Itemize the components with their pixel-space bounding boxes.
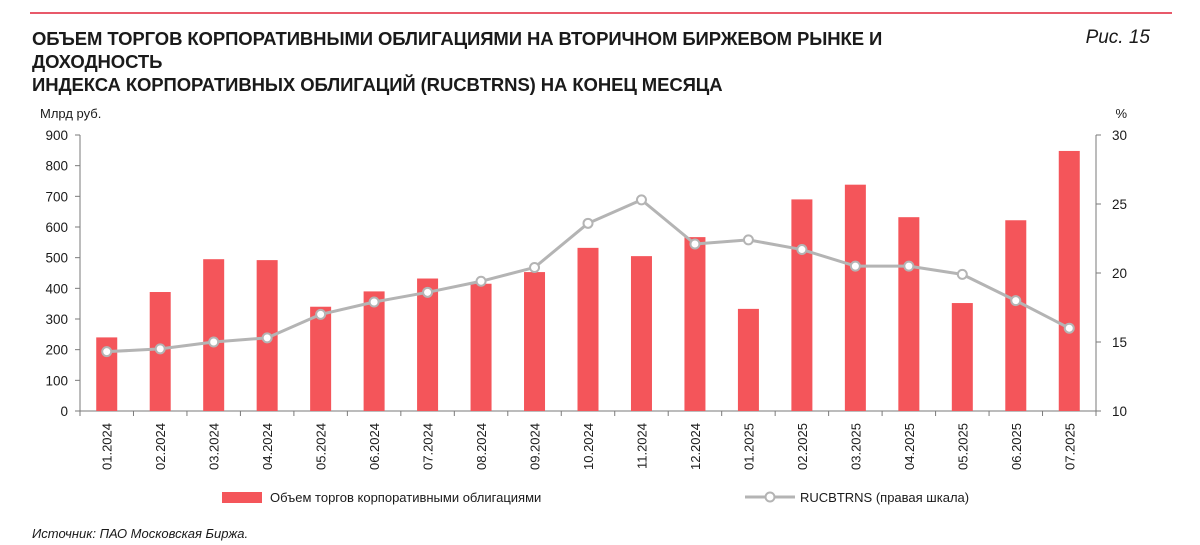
y2-tick-label: 15 xyxy=(1112,335,1127,350)
bar xyxy=(630,256,652,411)
line-point xyxy=(635,194,647,206)
y2-tick-label: 30 xyxy=(1112,128,1127,143)
y-tick-label: 900 xyxy=(45,128,68,143)
x-tick-label: 11.2024 xyxy=(634,423,649,469)
x-tick-label: 06.2024 xyxy=(367,423,382,470)
line-point xyxy=(956,268,968,280)
line-point xyxy=(208,336,220,348)
line-point xyxy=(796,244,808,256)
line-point xyxy=(154,343,166,355)
bar xyxy=(310,306,332,411)
bar xyxy=(524,272,546,411)
x-tick-label: 03.2024 xyxy=(207,423,222,470)
x-tick-label: 05.2024 xyxy=(314,423,329,470)
bar xyxy=(951,303,973,411)
y-tick-label: 100 xyxy=(45,373,68,388)
bar xyxy=(684,237,706,411)
figure-label: Рис. 15 xyxy=(1085,27,1150,48)
x-tick-label: 05.2025 xyxy=(955,423,970,470)
bars xyxy=(96,150,1080,412)
axes: 0 100 200 300 400 500 600 700 800 900 10 15 20 25 30 xyxy=(45,128,1127,419)
line-point xyxy=(849,260,861,272)
line-point xyxy=(315,308,327,320)
x-tick-label: 03.2025 xyxy=(848,423,863,470)
y2-tick-label: 10 xyxy=(1112,404,1127,419)
bar xyxy=(417,278,439,411)
y2-tick-label: 25 xyxy=(1112,197,1127,212)
x-tick-label: 07.2024 xyxy=(421,423,436,470)
bar xyxy=(203,259,225,411)
x-tick-label: 07.2025 xyxy=(1062,423,1077,470)
line-point xyxy=(582,217,594,229)
bar xyxy=(96,337,118,411)
line-series xyxy=(101,194,1075,358)
top-rule xyxy=(30,12,1172,14)
bar xyxy=(844,184,866,411)
y-tick-label: 400 xyxy=(45,281,68,296)
bar xyxy=(363,291,385,411)
x-tick-label: 12.2024 xyxy=(688,423,703,470)
x-tick-label: 01.2025 xyxy=(741,423,756,470)
x-tick-label: 06.2025 xyxy=(1009,423,1024,470)
x-tick-label: 09.2024 xyxy=(528,423,543,470)
chart-title-line2: ИНДЕКСА КОРПОРАТИВНЫХ ОБЛИГАЦИЙ (RUCBTRN… xyxy=(32,74,723,95)
legend-label-line: RUCBTRNS (правая шкала) xyxy=(800,490,969,505)
x-tick-labels: 01.2024 02.2024 03.2024 04.2024 05.2024 06.20… xyxy=(100,423,1078,470)
y-tick-label: 200 xyxy=(45,343,68,358)
chart-title-line1: ОБЪЕМ ТОРГОВ КОРПОРАТИВНЫМИ ОБЛИГАЦИЯМИ … xyxy=(32,28,883,72)
y2-tick-label: 20 xyxy=(1112,266,1127,281)
line-point xyxy=(689,238,701,250)
source-note: Источник: ПАО Московская Биржа. xyxy=(32,526,249,541)
line-point xyxy=(903,260,915,272)
bar xyxy=(791,199,813,411)
y-tick-label: 800 xyxy=(45,159,68,174)
legend: Объем торгов корпоративными облигациями R… xyxy=(222,490,969,505)
legend-swatch-marker xyxy=(764,491,776,503)
x-tick-label: 04.2025 xyxy=(902,423,917,470)
x-tick-label: 10.2024 xyxy=(581,423,596,470)
legend-swatch-bars xyxy=(222,492,262,503)
x-tick-label: 04.2024 xyxy=(260,423,275,470)
y-tick-label: 300 xyxy=(45,312,68,327)
bar xyxy=(577,247,599,411)
legend-label-bars: Объем торгов корпоративными облигациями xyxy=(270,490,541,505)
line-point xyxy=(1063,322,1075,334)
line-point xyxy=(261,332,273,344)
bar xyxy=(737,308,759,411)
x-tick-label: 08.2024 xyxy=(474,423,489,470)
x-tick-label: 01.2024 xyxy=(100,423,115,470)
y-axis-title: Млрд руб. xyxy=(40,106,101,121)
line-point xyxy=(475,275,487,287)
bar xyxy=(1058,150,1080,412)
y-tick-label: 500 xyxy=(45,251,68,266)
line-point xyxy=(101,346,113,358)
y-tick-label: 600 xyxy=(45,220,68,235)
bar xyxy=(898,217,920,411)
y2-axis-title: % xyxy=(1115,106,1127,121)
bar xyxy=(1005,220,1027,411)
combo-chart: Млрд руб. % 0 100 200 300 400 500 600 700 800 900… xyxy=(40,106,1127,505)
y-tick-label: 0 xyxy=(60,404,68,419)
chart-title: ОБЪЕМ ТОРГОВ КОРПОРАТИВНЫМИ ОБЛИГАЦИЯМИ … xyxy=(32,27,1012,96)
bar xyxy=(470,283,492,411)
line-point xyxy=(422,286,434,298)
y-tick-label: 700 xyxy=(45,189,68,204)
line-point xyxy=(529,261,541,273)
x-tick-label: 02.2025 xyxy=(795,423,810,470)
line-point xyxy=(1010,295,1022,307)
x-tick-label: 02.2024 xyxy=(153,423,168,470)
line-point xyxy=(368,296,380,308)
line-point xyxy=(742,234,754,246)
